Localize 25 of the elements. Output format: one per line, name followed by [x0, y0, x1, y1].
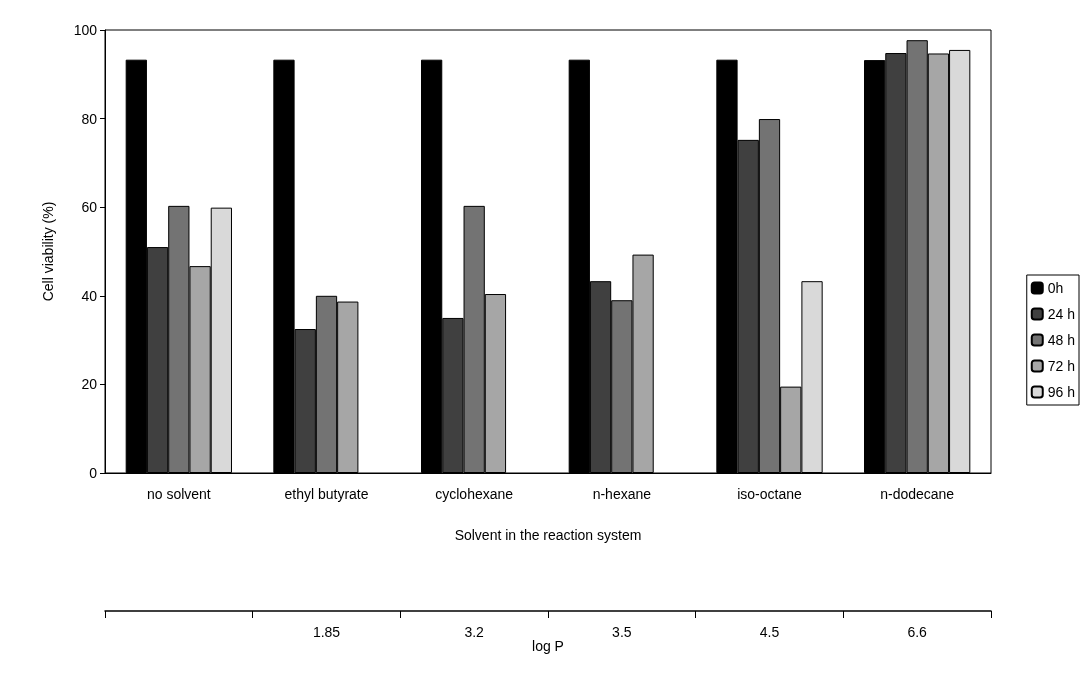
text: 6.6: [907, 624, 928, 640]
y-tick-label: 80: [81, 110, 98, 127]
text: 1.85: [312, 624, 341, 640]
legend-label: 96 h: [1047, 384, 1075, 400]
x-tick-label: n-dodecane: [880, 486, 955, 502]
legend-label: 72 h: [1047, 358, 1075, 374]
x-axis-title: Solvent in the reaction system: [454, 527, 642, 543]
y-tick-label: 40: [81, 287, 98, 304]
legend-label: 0h: [1047, 280, 1064, 296]
x-tick-label: no solvent: [146, 486, 211, 502]
y-tick-label: 20: [81, 376, 98, 393]
y-tick-label: 0: [89, 465, 98, 481]
y-axis-title: Cell viability (%): [40, 201, 56, 302]
text: 3.2: [464, 624, 485, 640]
x-tick-label: cyclohexane: [435, 486, 514, 502]
legend-label: 24 h: [1047, 306, 1075, 322]
y-tick-label: 60: [81, 199, 98, 216]
text: log P: [532, 638, 564, 654]
x-tick-label: iso-octane: [737, 486, 803, 502]
x-tick-label: n-hexane: [592, 486, 652, 502]
text: 3.5: [612, 624, 632, 640]
x-tick-label: ethyl butyrate: [284, 486, 369, 502]
y-tick-label: 100: [73, 22, 98, 38]
text: 4.5: [759, 624, 780, 640]
legend-label: 48 h: [1047, 332, 1075, 348]
